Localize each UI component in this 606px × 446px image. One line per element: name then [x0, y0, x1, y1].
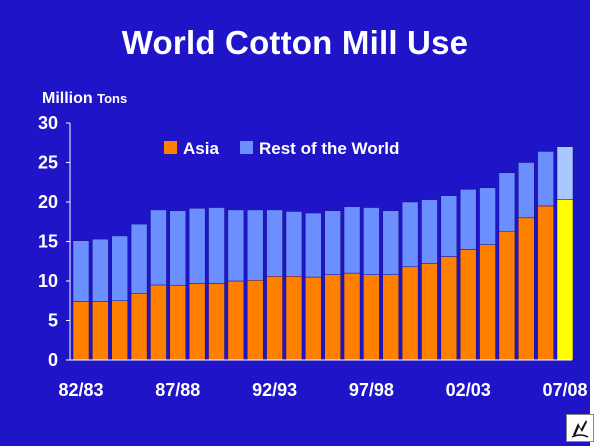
bar-rest-05-06	[518, 162, 535, 219]
bar-asia-03-04	[479, 244, 496, 361]
legend-label-rest: Rest of the World	[259, 139, 399, 158]
bar-rest-96-97	[343, 206, 361, 274]
bar-asia-93-94	[285, 276, 303, 361]
x-tick-label: 87/88	[155, 380, 200, 400]
bar-asia-02-03	[459, 249, 477, 361]
bar-rest-87-88	[169, 210, 187, 286]
bar-asia-06-07	[537, 205, 554, 361]
bar-rest-88-89	[188, 208, 206, 284]
y-axis-label-main: Million	[42, 90, 93, 107]
bar-asia-85-86	[130, 293, 148, 361]
bar-rest-98-99	[382, 210, 400, 275]
bar-rest-02-03	[459, 189, 477, 250]
bar-asia-92-93	[266, 276, 283, 361]
bar-rest-00-01	[421, 199, 438, 264]
bar-asia-05-06	[518, 217, 535, 361]
bar-asia-99-00	[401, 266, 419, 361]
bar-asia-96-97	[343, 272, 361, 361]
bar-rest-06-07	[537, 151, 554, 207]
y-tick-label: 10	[38, 271, 58, 291]
bar-rest-93-94	[285, 211, 303, 277]
right-margin	[590, 0, 606, 446]
bar-rest-91-92	[246, 209, 264, 281]
bar-asia-01-02	[440, 256, 458, 361]
logo-icon	[566, 414, 594, 442]
y-ticks: 0 5 10 15 20 25 30	[38, 113, 70, 370]
bar-rest-85-86	[130, 223, 148, 294]
bar-rest-83-84	[92, 238, 109, 302]
bar-rest-01-02	[440, 195, 458, 257]
legend-label-asia: Asia	[183, 139, 219, 158]
bar-rest-94-95	[305, 212, 322, 278]
x-ticks: 82/83 87/88 92/93 97/98 02/03 07/08	[58, 380, 587, 400]
bar-rest-84-85	[111, 235, 128, 301]
y-tick-label: 20	[38, 192, 58, 212]
x-tick-label: 92/93	[252, 380, 297, 400]
bar-asia-94-95	[305, 276, 322, 361]
bar-asia-83-84	[92, 301, 109, 361]
bar-asia-88-89	[188, 283, 206, 361]
bar-asia-97-98	[363, 274, 380, 361]
bar-asia-89-90	[208, 283, 225, 361]
x-tick-label: 07/08	[542, 380, 587, 400]
bar-rest-03-04	[479, 187, 496, 245]
x-tick-label: 97/98	[349, 380, 394, 400]
bar-asia-98-99	[382, 274, 400, 361]
bar-rest-82-83	[72, 240, 90, 302]
chart-title: World Cotton Mill Use	[121, 24, 469, 61]
bar-asia-87-88	[169, 285, 187, 361]
x-tick-label: 02/03	[446, 380, 491, 400]
y-axis-label: Million Tons	[42, 90, 127, 108]
bar-asia-00-01	[421, 263, 438, 361]
y-axis-label-unit: Tons	[97, 91, 128, 106]
bar-rest-92-93	[266, 209, 283, 277]
bar-asia-84-85	[111, 300, 128, 361]
bar-asia-04-05	[498, 230, 516, 361]
bar-asia-82-83	[72, 301, 90, 361]
legend-swatch-rest	[240, 141, 253, 154]
bar-rest-97-98	[363, 207, 380, 275]
y-tick-label: 0	[48, 350, 58, 370]
bar-rest-86-87	[150, 209, 167, 286]
bar-asia-86-87	[150, 284, 167, 361]
bars-group	[72, 146, 574, 361]
bar-rest-89-90	[208, 207, 225, 284]
bar-rest-90-91	[227, 209, 245, 282]
bar-asia-07-08	[556, 199, 574, 361]
bar-asia-91-92	[246, 279, 264, 361]
x-tick-label: 82/83	[58, 380, 103, 400]
bar-asia-90-91	[227, 280, 245, 361]
bar-rest-99-00	[401, 201, 419, 268]
bar-asia-95-96	[324, 274, 341, 361]
legend-swatch-asia	[164, 141, 177, 154]
bar-rest-95-96	[324, 210, 341, 275]
y-tick-label: 25	[38, 153, 58, 173]
bar-rest-07-08	[556, 146, 574, 200]
y-tick-label: 15	[38, 232, 58, 252]
legend: Asia Rest of the World	[164, 139, 399, 158]
bar-rest-04-05	[498, 172, 516, 232]
y-tick-label: 5	[48, 311, 58, 331]
y-tick-label: 30	[38, 113, 58, 133]
